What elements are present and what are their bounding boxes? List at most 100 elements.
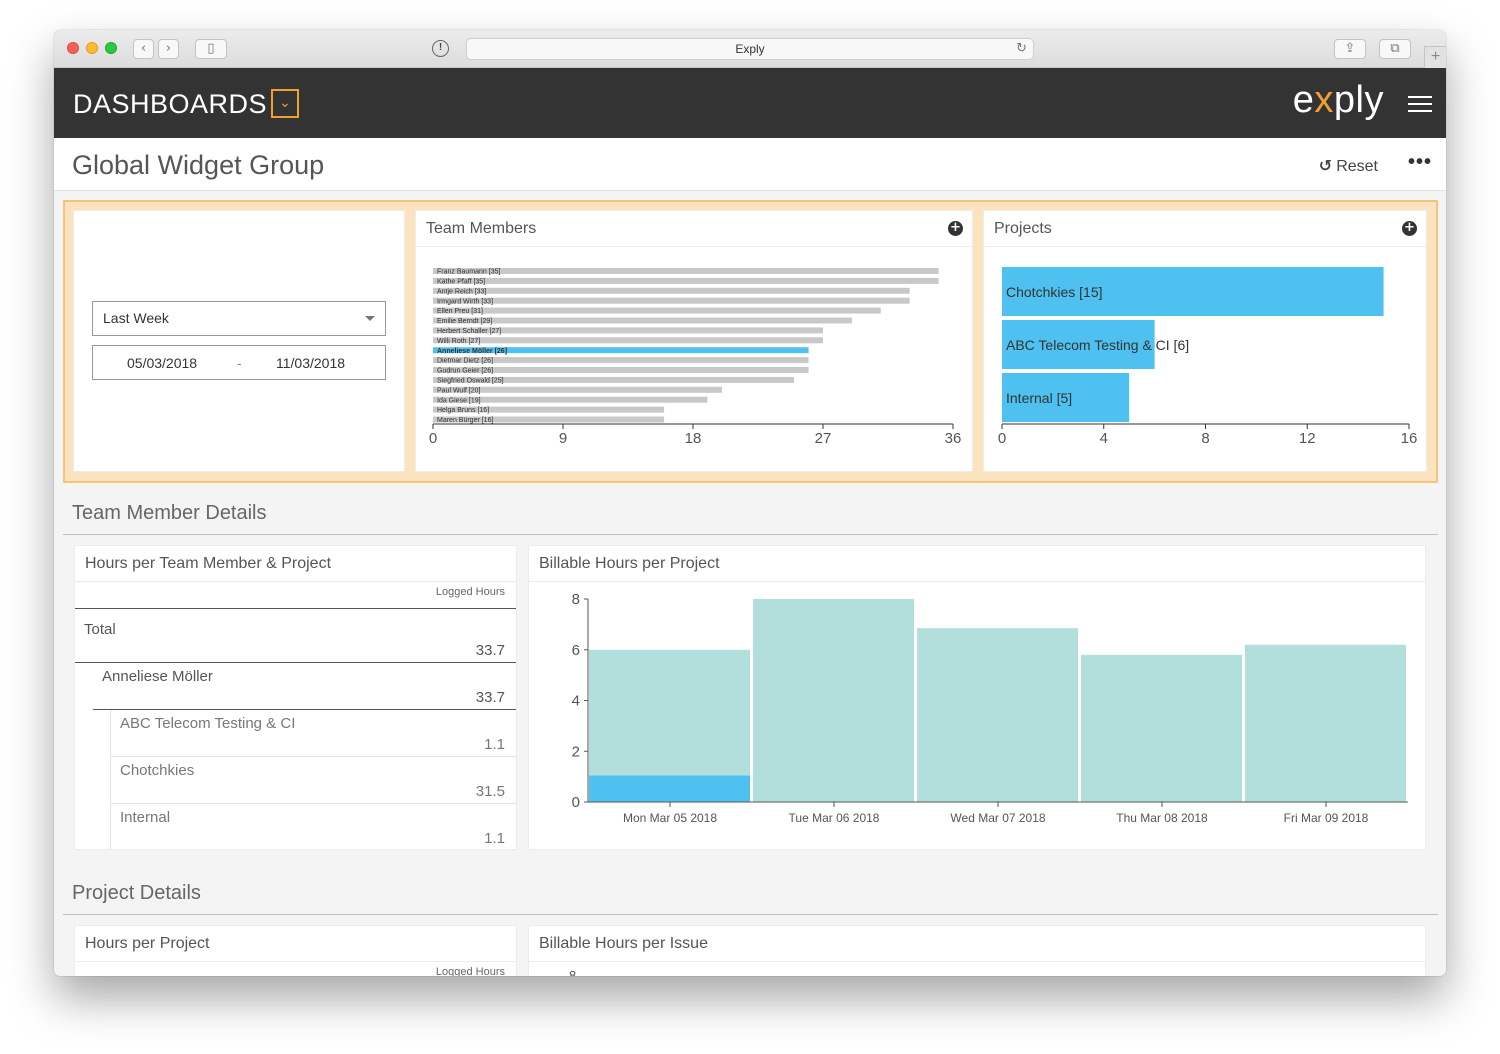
bar[interactable] [433,297,910,304]
bar[interactable] [433,396,708,403]
tree-row-label[interactable]: Total [84,621,116,638]
tabs-overview-icon[interactable]: ⧉ [1379,39,1411,59]
projects-title: Projects [994,220,1052,237]
x-tick-label: 18 [685,430,702,447]
x-tick-label: 4 [1100,430,1108,447]
bar[interactable] [433,357,809,364]
bar-label: Gudrun Geier [26] [437,368,493,375]
bar-label: Willi Roth [27] [437,338,480,345]
bar[interactable] [433,406,665,413]
date-from[interactable]: 05/03/2018 [127,355,198,371]
bar-segment[interactable] [753,599,914,802]
bar[interactable] [433,307,881,314]
zoom-window-button[interactable] [105,42,117,54]
back-icon[interactable]: ‹ [133,39,154,59]
close-window-button[interactable] [67,42,79,54]
tree-row-label[interactable]: ABC Telecom Testing & CI [120,715,296,732]
date-range-input[interactable]: 05/03/2018 - 11/03/2018 [92,345,386,380]
tree-row-label[interactable]: Chotchkies [120,762,195,779]
bar-label: Internal [5] [1006,390,1072,406]
bar[interactable] [433,327,823,334]
reset-label: Reset [1336,158,1378,175]
hours-per-project-card: Hours per Project Logged Hours [75,926,516,976]
share-icon[interactable]: ⇪ [1334,39,1366,59]
x-tick-label: Tue Mar 06 2018 [789,811,880,825]
team-members-title: Team Members [426,220,537,237]
column-header-logged-hours: Logged Hours [435,586,505,598]
date-to[interactable]: 11/03/2018 [276,355,346,371]
x-tick-label: 12 [1299,430,1316,447]
team-members-chart[interactable]: Franz Baumann [35] Käthe Pfaff [35] Antje … [416,248,972,470]
y-tick-label: 2 [572,743,580,760]
x-tick-label: Fri Mar 09 2018 [1284,811,1369,825]
billable-hours-per-issue-card: Billable Hours per Issue 8 [529,926,1425,976]
y-tick-label: 8 [572,591,580,608]
add-icon[interactable]: + [948,221,963,236]
sidebar-icon[interactable]: ▯ [195,39,227,59]
x-tick-label: 8 [1201,430,1209,447]
divider [111,803,516,804]
team-members-header: Team Members + [416,211,972,247]
bar-label: Antje Reich [33] [437,288,486,295]
y-tick-label: 6 [572,642,580,659]
bar-label: Franz Baumann [35] [437,269,500,276]
forward-icon[interactable]: › [158,39,179,59]
bar[interactable] [433,287,910,294]
x-tick-label: 0 [998,430,1006,447]
bar[interactable] [433,268,939,274]
y-tick-label: 4 [572,693,580,710]
reload-icon[interactable]: ↻ [1016,41,1027,56]
hours-table-title: Hours per Team Member & Project [85,555,332,572]
browser-toolbar: ‹ › ▯ ! Exply ↻ ⇪ ⧉ + [54,30,1446,68]
privacy-icon[interactable]: ! [432,40,449,57]
tree-row-label[interactable]: Anneliese Möller [102,668,213,685]
billable-hours-chart[interactable]: 0 2 4 6 8 Mon Mar 05 2018 Tue Mar 06 2018 Wed M… [529,583,1425,849]
bar[interactable] [433,367,809,373]
bar[interactable] [433,347,809,354]
bar-segment[interactable] [1245,644,1406,802]
dashboards-dropdown-button[interactable]: ⌄ [271,89,299,118]
projects-card: Projects + Chotchkies [15] ABC Telecom Te… [984,211,1426,471]
x-tick-label: Wed Mar 07 2018 [950,811,1045,825]
bar-label: Anneliese Möller [26] [437,348,507,355]
bar[interactable] [433,416,665,423]
bar[interactable] [433,337,823,344]
bar[interactable] [1002,267,1384,316]
bar-segment[interactable] [917,628,1078,802]
bar-segment[interactable] [589,649,750,776]
bar-label: Helga Bruns [16] [437,407,489,414]
date-separator: - [237,355,242,371]
bar[interactable] [1002,320,1155,369]
bar-label: Maren Bürger [16] [437,417,493,424]
widget-group: Last Week 05/03/2018 - 11/03/2018 Team M… [63,200,1438,483]
chevron-down-icon [365,316,375,321]
projects-chart[interactable]: Chotchkies [15] ABC Telecom Testing & CI … [984,248,1426,470]
menu-icon[interactable] [1408,96,1432,114]
tree-row-value: 31.5 [475,783,505,800]
tree-row-label[interactable]: Internal [120,809,171,826]
bar-segment[interactable] [589,775,750,802]
period-select[interactable]: Last Week [92,301,386,336]
bar[interactable] [433,317,852,324]
bar[interactable] [433,376,795,383]
bar-label: Herbert Schaller [27] [437,328,501,335]
bar[interactable] [433,386,722,393]
bar-label: Ida Giese [19] [437,397,481,404]
bar[interactable] [1002,373,1130,422]
minimize-window-button[interactable] [86,42,98,54]
x-tick-label: Thu Mar 08 2018 [1116,811,1208,825]
more-options-button[interactable]: ••• [1407,151,1432,173]
address-bar[interactable]: Exply ↻ [466,38,1034,60]
billable-hours-per-issue-header: Billable Hours per Issue [529,926,1425,962]
add-icon[interactable]: + [1402,221,1417,236]
reset-button[interactable]: ↺ Reset [1319,156,1378,176]
new-tab-icon[interactable]: + [1424,46,1446,68]
x-tick-label: 9 [559,430,567,447]
column-header-logged-hours: Logged Hours [435,966,505,976]
bar[interactable] [433,277,939,284]
reset-icon: ↺ [1318,156,1333,175]
bar-label: Käthe Pfaff [35] [437,279,485,286]
bar-segment[interactable] [1081,654,1242,802]
exply-logo: exply [1293,79,1384,122]
project-details-title: Project Details [72,882,201,904]
